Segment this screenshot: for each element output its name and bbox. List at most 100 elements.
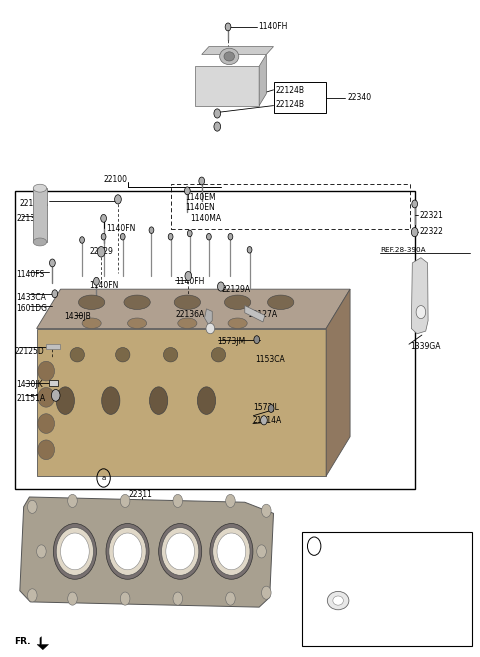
Text: 1433CA: 1433CA	[16, 293, 46, 302]
Ellipse shape	[102, 387, 120, 415]
Text: 1140EN: 1140EN	[185, 203, 215, 212]
Text: 1140EM: 1140EM	[185, 193, 216, 202]
Circle shape	[120, 592, 130, 605]
Text: 22129: 22129	[89, 247, 113, 256]
Circle shape	[257, 545, 266, 558]
Bar	[302, 532, 472, 646]
Circle shape	[51, 390, 60, 401]
Circle shape	[328, 612, 336, 622]
Text: 22113A: 22113A	[380, 593, 407, 599]
Text: 1573JM: 1573JM	[217, 337, 246, 346]
Text: 1573JL: 1573JL	[253, 403, 279, 412]
Circle shape	[217, 282, 224, 291]
Circle shape	[80, 237, 84, 243]
Bar	[274, 82, 326, 114]
Ellipse shape	[78, 295, 105, 309]
Ellipse shape	[333, 596, 343, 605]
Text: 1153CA: 1153CA	[255, 355, 285, 365]
Text: 22124B: 22124B	[276, 100, 305, 109]
Polygon shape	[411, 258, 428, 334]
Circle shape	[199, 177, 204, 185]
Text: 22322: 22322	[419, 227, 443, 236]
Text: 1430JK: 1430JK	[16, 380, 43, 389]
Text: 1430JB: 1430JB	[64, 312, 91, 321]
Text: 1140MA: 1140MA	[190, 214, 221, 223]
Ellipse shape	[166, 533, 194, 570]
Text: a: a	[312, 543, 316, 549]
Circle shape	[101, 214, 107, 222]
Ellipse shape	[60, 533, 89, 570]
Polygon shape	[194, 66, 259, 106]
Circle shape	[226, 494, 235, 507]
Circle shape	[247, 246, 252, 253]
Bar	[49, 380, 58, 386]
Ellipse shape	[82, 318, 101, 328]
Text: 1140FN: 1140FN	[106, 223, 135, 233]
Ellipse shape	[53, 524, 96, 579]
Ellipse shape	[113, 533, 142, 570]
Text: 21314A: 21314A	[253, 416, 282, 425]
Text: 1140FH: 1140FH	[175, 277, 205, 286]
Circle shape	[185, 271, 192, 281]
Circle shape	[68, 494, 77, 507]
Text: 22114A: 22114A	[308, 554, 335, 560]
Ellipse shape	[56, 387, 74, 415]
Text: 22340: 22340	[348, 93, 372, 102]
Circle shape	[97, 246, 105, 257]
Polygon shape	[37, 637, 48, 650]
Polygon shape	[259, 55, 266, 106]
Ellipse shape	[197, 387, 216, 415]
Circle shape	[225, 23, 231, 31]
Circle shape	[27, 589, 37, 602]
Ellipse shape	[70, 348, 84, 362]
Circle shape	[52, 290, 58, 298]
Circle shape	[120, 233, 125, 240]
Ellipse shape	[210, 524, 253, 579]
Text: 1140FH: 1140FH	[258, 22, 288, 32]
Circle shape	[268, 405, 274, 413]
Ellipse shape	[38, 388, 55, 407]
Ellipse shape	[116, 348, 130, 362]
Ellipse shape	[124, 295, 150, 309]
Circle shape	[214, 122, 221, 131]
Ellipse shape	[109, 528, 146, 576]
Circle shape	[115, 194, 121, 204]
Ellipse shape	[56, 528, 94, 576]
Ellipse shape	[33, 184, 47, 192]
Ellipse shape	[38, 440, 55, 460]
Text: 22112A: 22112A	[308, 622, 335, 628]
Circle shape	[27, 500, 37, 513]
Ellipse shape	[33, 238, 47, 246]
Text: 1140FN: 1140FN	[89, 281, 119, 290]
Circle shape	[49, 259, 55, 267]
Circle shape	[411, 227, 418, 237]
Circle shape	[214, 109, 221, 118]
Ellipse shape	[211, 348, 226, 362]
Circle shape	[416, 306, 426, 319]
Circle shape	[262, 586, 271, 599]
Ellipse shape	[220, 48, 239, 64]
Text: 22135: 22135	[16, 214, 40, 223]
Bar	[170, 184, 410, 229]
Polygon shape	[36, 289, 350, 328]
Circle shape	[120, 494, 130, 507]
Ellipse shape	[163, 348, 178, 362]
Ellipse shape	[106, 524, 149, 579]
Bar	[15, 191, 415, 489]
Ellipse shape	[161, 528, 199, 576]
Circle shape	[206, 233, 211, 240]
Text: 22129A: 22129A	[222, 284, 251, 294]
Text: 22100: 22100	[104, 175, 128, 184]
Text: 22311: 22311	[129, 490, 153, 499]
Polygon shape	[326, 289, 350, 476]
Ellipse shape	[327, 591, 349, 610]
Text: 1601DG: 1601DG	[16, 304, 47, 313]
Bar	[46, 344, 60, 350]
Text: 22125D: 22125D	[14, 347, 44, 356]
Ellipse shape	[224, 52, 235, 61]
Ellipse shape	[38, 414, 55, 434]
Ellipse shape	[213, 528, 250, 576]
Text: 22126A: 22126A	[20, 200, 49, 208]
Circle shape	[261, 416, 267, 425]
Polygon shape	[36, 328, 326, 476]
